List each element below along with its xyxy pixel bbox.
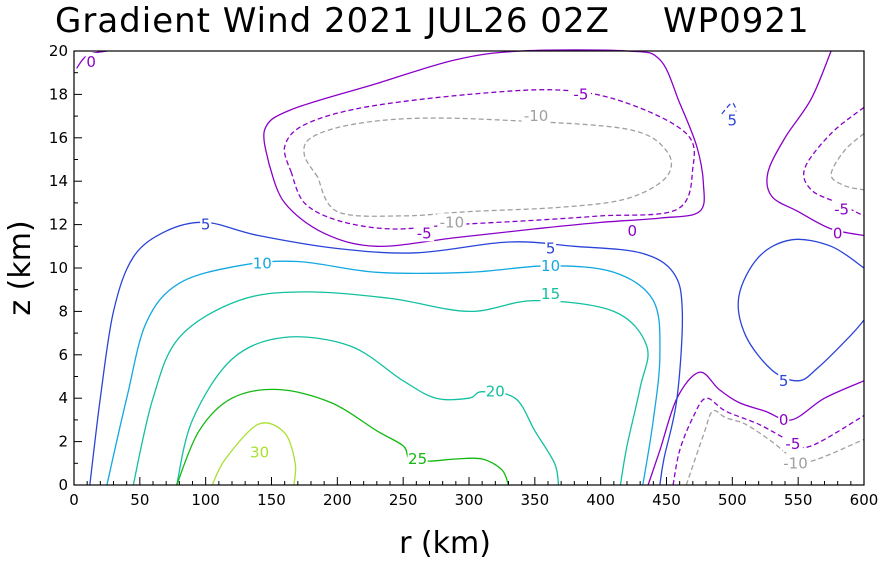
contour-line-minus-10	[303, 117, 673, 217]
contour-label: 0	[86, 53, 96, 71]
contour-label-bg	[778, 410, 790, 428]
y-axis-ticks: 0 2 4 6 8 10 12 14 16 18 20	[49, 42, 82, 494]
y-tick-label: 10	[49, 259, 68, 277]
contour-label-bg	[485, 382, 506, 400]
contour-label-bg	[782, 434, 803, 452]
y-tick-label: 16	[49, 129, 68, 147]
contour-line-15	[132, 291, 649, 486]
y-tick-label: 6	[58, 346, 68, 364]
y-tick-label: 4	[58, 389, 68, 407]
x-tick-label: 100	[191, 491, 220, 509]
contour-label: -10	[440, 213, 465, 231]
contour-label: 5	[728, 111, 738, 129]
contour-label-bg	[200, 215, 212, 233]
contour-label: 0	[833, 224, 843, 242]
contour-line-minus-10	[685, 409, 865, 486]
x-axis-label: r (km)	[399, 526, 491, 561]
contour-line-0	[647, 371, 865, 486]
contour-label: -5	[834, 200, 849, 218]
contour-label: -5	[417, 224, 432, 242]
contour-line-5	[89, 221, 684, 486]
contour-label-bg	[521, 107, 551, 125]
contour-label: 10	[253, 255, 272, 273]
contour-line-minus-5	[803, 106, 865, 217]
contour-label-bg	[545, 239, 557, 257]
contour-label-bg	[831, 200, 852, 218]
y-tick-label: 20	[49, 42, 68, 60]
contour-line-10	[106, 260, 661, 486]
contour-label: 0	[779, 411, 789, 429]
contour-label: -10	[524, 107, 549, 125]
contour-label-bg	[540, 256, 561, 274]
x-tick-label: 150	[257, 491, 286, 509]
contour-label-bg	[407, 450, 428, 467]
x-tick-label: 500	[718, 491, 747, 509]
x-tick-label: 50	[130, 491, 149, 509]
x-tick-label: 300	[455, 491, 484, 509]
contour-label: 25	[408, 450, 427, 468]
x-tick-label: 0	[69, 491, 79, 509]
y-tick-label: 14	[49, 172, 68, 190]
contour-label: 30	[250, 443, 269, 461]
contour-label-bg	[778, 371, 790, 389]
y-tick-label: 0	[58, 476, 68, 494]
y-axis-label: z (km)	[3, 220, 38, 315]
contour-label: -5	[785, 435, 800, 453]
contour-label-bg	[414, 224, 435, 242]
contour-line-25	[176, 388, 510, 486]
contour-label: 0	[628, 222, 638, 240]
contour-lines	[76, 49, 865, 486]
x-tick-label: 400	[586, 491, 615, 509]
contour-label: 10	[541, 257, 560, 275]
contour-line-0	[263, 49, 705, 247]
contour-label-bg	[540, 285, 561, 302]
y-tick-label: 12	[49, 216, 68, 234]
contour-label-bg	[249, 443, 270, 461]
chart-subtitle: WP0921	[663, 1, 810, 41]
x-tick-label: 200	[323, 491, 352, 509]
contour-label: 20	[486, 383, 505, 401]
contour-line-30	[211, 422, 297, 486]
contour-line-0	[766, 50, 865, 237]
contour-label: -10	[783, 454, 808, 472]
contour-line-minus-5	[672, 397, 865, 486]
x-tick-label: 450	[652, 491, 681, 509]
y-tick-label: 8	[58, 302, 68, 320]
contour-label-bg	[626, 222, 638, 240]
contour-label-bg	[570, 85, 591, 103]
contour-label: 5	[201, 216, 211, 234]
x-axis-ticks: 0 50 100 150 200 250 300 350 400 450 500 550 600	[69, 477, 878, 509]
contour-line-minus-10	[830, 133, 865, 191]
contour-label-bg	[832, 224, 844, 242]
contour-label-bg	[437, 213, 467, 231]
contour-label-bg	[726, 111, 738, 129]
y-tick-label: 18	[49, 85, 68, 103]
contour-line-5	[737, 238, 865, 382]
x-tick-label: 600	[850, 491, 879, 509]
contour-label: 15	[541, 285, 560, 303]
contour-line-20	[176, 336, 560, 486]
chart-title: Gradient Wind 2021 JUL26 02Z	[55, 1, 610, 41]
contour-label-bg	[252, 254, 273, 272]
contour-label: 5	[546, 240, 556, 258]
contour-label-bg	[781, 454, 810, 472]
contour-label-bg	[85, 52, 97, 70]
x-tick-label: 350	[521, 491, 550, 509]
contour-label: 5	[779, 372, 789, 390]
x-tick-label: 550	[784, 491, 813, 509]
y-tick-label: 2	[58, 433, 68, 451]
x-tick-label: 250	[389, 491, 418, 509]
contour-label: -5	[573, 85, 588, 103]
contour-line-minus-5	[283, 89, 695, 230]
